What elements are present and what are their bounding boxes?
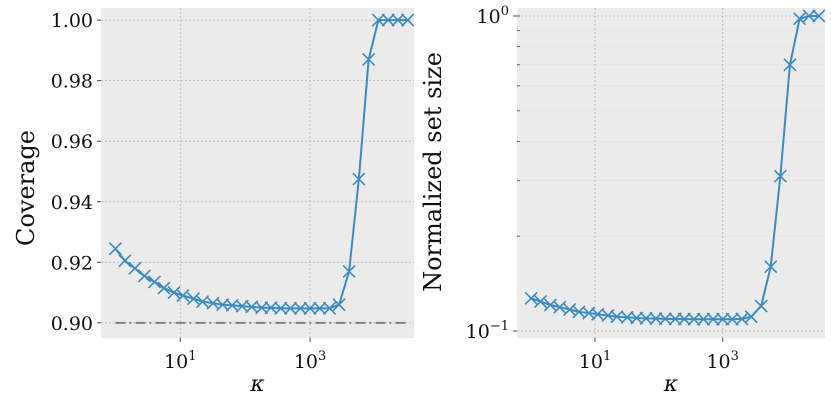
y-tick-label: 0.98 (51, 71, 93, 93)
data-point-marker (812, 9, 826, 23)
y-tick-label: 0.90 (51, 313, 93, 335)
data-point-marker (716, 312, 730, 326)
data-point-marker (533, 294, 548, 309)
data-point-marker (313, 301, 327, 315)
data-point-marker (195, 295, 210, 309)
y-tick-label: 0.94 (51, 192, 93, 214)
data-point-marker (176, 289, 190, 303)
x-tick-label: 103 (706, 349, 738, 373)
data-point-marker (167, 286, 181, 300)
data-point-marker (293, 301, 307, 315)
data-point-marker (639, 311, 653, 325)
x-axis-label: κ (663, 372, 679, 397)
data-point-marker (754, 299, 768, 313)
data-point-marker (342, 264, 356, 278)
set-size-panel: 101 103 10−1 100 Normalized set size κ (419, 4, 826, 397)
data-point-marker (137, 269, 151, 283)
x-tick-label: 101 (164, 349, 196, 373)
data-point-marker (255, 301, 269, 315)
data-point-marker (783, 58, 797, 72)
data-point-marker (157, 281, 171, 295)
data-point-marker (696, 312, 711, 326)
data-point-marker (245, 300, 259, 314)
data-point-marker (687, 312, 701, 326)
x-tick-label: 103 (294, 349, 326, 373)
data-point-marker (371, 13, 385, 27)
data-point-marker (352, 172, 366, 186)
data-point-marker (332, 298, 346, 312)
data-point-marker (381, 13, 395, 27)
data-point-marker (793, 12, 807, 26)
data-point-marker (225, 298, 239, 312)
data-point-marker (658, 312, 672, 326)
y-tick-label: 10−1 (466, 319, 509, 343)
data-point-marker (128, 261, 142, 275)
data-point-marker (524, 291, 538, 305)
data-point-marker (186, 292, 201, 306)
y-tick-label: 0.96 (51, 131, 93, 153)
y-tick-label: 1.00 (51, 10, 93, 32)
x-axis-label: κ (249, 372, 265, 397)
data-point-marker (118, 254, 132, 268)
data-point-marker (362, 52, 376, 67)
data-point-marker (274, 301, 288, 315)
data-point-marker (764, 260, 778, 274)
data-point-marker (303, 301, 317, 315)
data-point-marker (610, 310, 624, 324)
data-point-marker (553, 300, 567, 314)
data-point-marker (744, 310, 758, 324)
data-point-marker (401, 13, 415, 27)
data-point-marker (283, 301, 298, 315)
data-point-marker (591, 307, 605, 321)
data-point-marker (323, 301, 337, 315)
data-point-marker (264, 301, 278, 315)
data-point-marker (677, 312, 691, 326)
y-tick-label: 100 (477, 4, 509, 28)
y-axis-label: Coverage (12, 130, 40, 246)
data-point-marker (147, 275, 162, 289)
plot-area (517, 8, 825, 338)
y-axis-label: Normalized set size (419, 52, 447, 292)
data-point-marker (706, 312, 720, 326)
data-point-marker (391, 13, 405, 27)
data-point-marker (802, 9, 816, 23)
data-point-marker (725, 312, 739, 326)
x-tick-label: 101 (579, 349, 611, 373)
data-point-marker (108, 242, 122, 256)
coverage-panel: 101 103 0.90 0.92 0.94 0.96 0.98 1.00 Coverage κ (12, 8, 415, 397)
y-tick-label: 0.92 (51, 252, 93, 274)
data-point-marker (773, 169, 787, 183)
